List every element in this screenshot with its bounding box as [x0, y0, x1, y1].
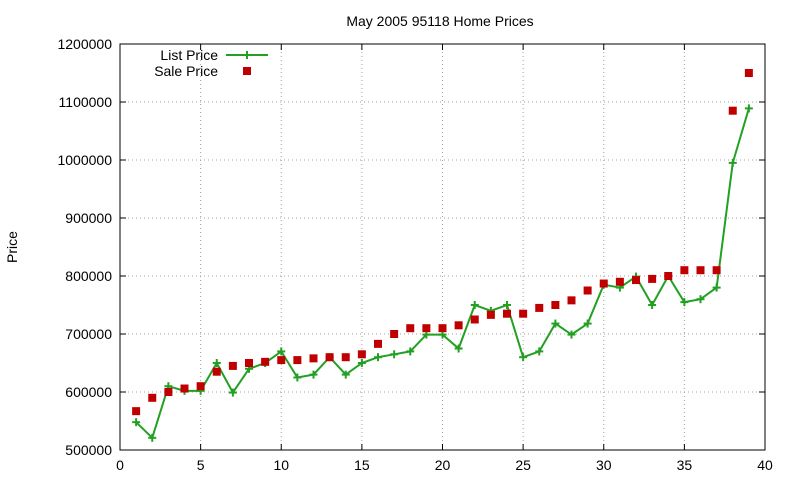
y-tick-label: 900000 [65, 210, 112, 226]
grid [120, 44, 765, 450]
sale-price-point [390, 330, 399, 338]
list-price-point [648, 301, 657, 309]
x-tick-label: 25 [515, 457, 531, 473]
axis-ticks: 0 5 10 15 20 25 30 35 40 500000 600000 700000 800000… [57, 36, 773, 473]
y-tick-label: 1200000 [57, 36, 112, 52]
x-tick-label: 30 [596, 457, 612, 473]
sale-price-point [486, 310, 495, 319]
list-price-point [357, 359, 366, 367]
x-tick-label: 40 [757, 457, 773, 473]
sale-price-point [309, 354, 318, 363]
sale-price-point [196, 382, 205, 391]
y-tick-label: 1100000 [59, 94, 113, 110]
sale-price-point [632, 276, 640, 285]
x-tick-label: 15 [354, 457, 370, 473]
sale-price-point [132, 407, 141, 416]
sale-price-point [470, 315, 479, 324]
y-tick-label: 700000 [65, 326, 112, 342]
sale-price-point [228, 361, 237, 370]
x-tick-label: 0 [116, 457, 124, 473]
list-price-point [293, 373, 302, 382]
sale-price-point [438, 324, 447, 333]
x-tick-label: 20 [435, 457, 451, 473]
list-price-point [712, 283, 721, 292]
series-list-price [132, 104, 753, 442]
sale-price-point [148, 393, 157, 402]
sale-price-point [422, 324, 431, 333]
list-price-point [680, 298, 689, 307]
chart-title: May 2005 95118 Home Prices [346, 13, 533, 29]
sale-price-point [583, 286, 592, 295]
sale-price-point [615, 277, 624, 286]
sale-price-point [664, 272, 673, 280]
x-tick-label: 10 [273, 457, 289, 473]
sale-price-point [357, 350, 366, 359]
list-price-point [535, 347, 544, 356]
sale-price-point [599, 279, 608, 288]
y-axis-label: Price [4, 231, 20, 263]
series [132, 69, 753, 442]
sale-price-point [293, 356, 302, 365]
sale-price-point [245, 359, 253, 367]
sale-price-point [551, 301, 560, 309]
sale-price-point [277, 356, 286, 365]
sale-price-point [406, 324, 415, 333]
list-price-point [728, 158, 737, 167]
sale-price-point [212, 367, 221, 376]
sale-price-point [261, 357, 270, 366]
list-price-point [744, 104, 753, 113]
x-tick-label: 35 [677, 457, 693, 473]
sale-price-point [567, 296, 576, 305]
sale-price-point [744, 69, 753, 77]
list-price-point [470, 301, 479, 309]
list-price-point [390, 350, 399, 359]
sale-price-point [648, 274, 657, 283]
sale-price-point [325, 353, 334, 362]
series-sale-price [132, 69, 753, 416]
sale-price-point [728, 106, 737, 115]
legend-label: List Price [160, 47, 218, 63]
list-price-point [212, 359, 221, 367]
legend-swatch-marker [243, 51, 251, 59]
list-price-point [696, 295, 705, 304]
list-price-point [309, 370, 318, 379]
sale-price-point [712, 266, 721, 275]
sale-price-point [454, 321, 463, 330]
list-price-point [454, 344, 463, 353]
list-price-point [567, 330, 576, 339]
y-tick-label: 1000000 [57, 152, 112, 168]
sale-price-point [696, 266, 705, 275]
sale-price-point [519, 309, 528, 318]
list-price-point [503, 301, 511, 309]
sale-price-point [374, 339, 382, 348]
list-price-point [406, 347, 415, 356]
sale-price-point [680, 266, 689, 275]
list-price-point [148, 433, 157, 442]
x-tick-label: 5 [197, 457, 205, 473]
sale-price-point [341, 353, 350, 362]
legend-swatch-marker [243, 67, 251, 75]
sale-price-point [180, 384, 189, 393]
list-price-point [551, 319, 560, 328]
sale-price-point [164, 388, 173, 396]
y-tick-label: 500000 [65, 442, 112, 458]
legend-label: Sale Price [154, 63, 218, 79]
list-price-point [519, 353, 528, 362]
y-tick-label: 800000 [65, 268, 112, 284]
list-price-point [374, 353, 382, 362]
y-tick-label: 600000 [65, 384, 112, 400]
list-price-point [341, 370, 350, 379]
list-price-point [228, 388, 237, 397]
sale-price-point [503, 309, 511, 318]
list-price-point [277, 347, 286, 356]
list-price-point [583, 319, 592, 328]
sale-price-point [535, 303, 544, 312]
list-price-point [132, 418, 141, 427]
